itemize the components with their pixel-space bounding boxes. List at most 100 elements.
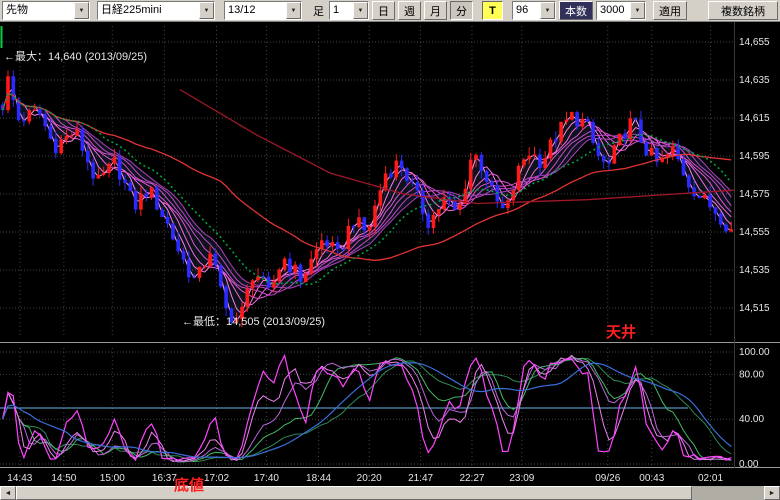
dropdown-arrow-icon[interactable]: ▼ (199, 2, 214, 19)
dropdown-arrow-icon[interactable]: ▼ (353, 2, 368, 19)
candle-body (490, 181, 494, 186)
candle-body (362, 217, 367, 231)
ma-ribbon-line (2, 92, 732, 296)
candle-body (165, 216, 170, 224)
dropdown-arrow-icon[interactable]: ▼ (286, 2, 301, 19)
candle-body (367, 226, 372, 231)
candle-body (54, 138, 58, 154)
candle-body (676, 146, 680, 160)
candle-body (442, 197, 446, 210)
candle-body (48, 126, 53, 139)
candle-body (655, 148, 659, 162)
candle-body (591, 122, 595, 144)
candle-body (612, 145, 617, 164)
candle-body (250, 280, 255, 289)
candle-body (596, 143, 601, 156)
bottom-price-annotation: 底値 (174, 477, 205, 494)
candle-body (187, 259, 191, 278)
period-month-button[interactable]: 月 (424, 1, 447, 20)
time-axis-label: 00:43 (639, 473, 664, 484)
multi-symbol-button[interactable]: 複数銘柄 (708, 1, 778, 20)
candle-body (351, 225, 356, 228)
candle-body (458, 204, 462, 210)
candle-body (649, 148, 654, 156)
overlay-ma-layer (1, 88, 735, 286)
scrollbar-thumb[interactable] (16, 486, 692, 500)
scrollbar-track[interactable] (692, 486, 764, 500)
tick-button[interactable]: T (482, 1, 503, 20)
candle-body (639, 119, 643, 143)
stoch-green-line (2, 355, 732, 463)
contract-select[interactable]: 13/12 ▼ (224, 1, 302, 20)
time-axis-label: 23:09 (509, 473, 534, 484)
candle-body (330, 242, 335, 247)
interval-select[interactable]: 1 ▼ (329, 1, 369, 20)
scroll-left-button[interactable]: ◄ (0, 486, 16, 500)
apply-button[interactable]: 適用 (653, 1, 687, 20)
candle-body (554, 139, 558, 142)
candle-body (171, 223, 175, 240)
candle-body (389, 173, 393, 178)
candle-body (660, 157, 664, 162)
candle-body (383, 173, 388, 191)
candle-body (59, 139, 63, 154)
candle-body (729, 229, 734, 232)
candle-body (437, 209, 441, 215)
interval-select-value: 1 (333, 4, 340, 16)
candle-body (176, 239, 180, 252)
candle-body (516, 165, 521, 191)
count-select[interactable]: 3000 ▼ (596, 1, 646, 20)
candle-body (325, 240, 329, 247)
count-select-value: 3000 (600, 4, 625, 16)
candle-body (474, 154, 478, 160)
period-day-button[interactable]: 日 (372, 1, 395, 20)
candle-body (681, 159, 686, 176)
count-toggle-button[interactable]: 本数 (559, 1, 593, 20)
scroll-right-button[interactable]: ► (764, 486, 780, 500)
ma-ribbon-line (2, 92, 732, 293)
dropdown-arrow-icon[interactable]: ▼ (630, 2, 645, 19)
indicator-axis-label: 100.00 (739, 347, 770, 358)
candle-body (123, 179, 127, 183)
candle-body (144, 193, 149, 197)
stoch-slow-green-line (2, 357, 732, 463)
time-axis-label: 18:44 (306, 473, 331, 484)
chart-background (0, 22, 780, 486)
candle-body (564, 119, 569, 122)
candle-body (697, 196, 702, 199)
chart-canvas[interactable]: 14,655 14,635 14,615 14,595 14,575 14,555 14,5… (0, 22, 780, 486)
max-price-annotation: ←最大：14,640 (2013/09/25) (4, 51, 148, 63)
candle-body (139, 193, 143, 210)
ma-ribbon-line (2, 92, 732, 300)
market-select-value: 先物 (6, 4, 28, 16)
candle-body (203, 266, 207, 268)
candle-body (22, 120, 26, 122)
stoch-pink-line (2, 354, 732, 463)
period-minute-button[interactable]: 分 (450, 1, 473, 20)
bars-select[interactable]: 96 ▼ (512, 1, 556, 20)
candle-body (101, 173, 106, 175)
symbol-select[interactable]: 日経225mini ▼ (97, 1, 215, 20)
candle-body (181, 251, 186, 260)
candle-body (570, 112, 574, 120)
ma-ribbon-line (2, 87, 732, 322)
candle-body (155, 187, 159, 210)
candle-body (511, 190, 516, 201)
chart-region: 14,655 14,635 14,615 14,595 14,575 14,555 14,5… (0, 22, 780, 494)
candle-body (16, 100, 21, 121)
time-axis-label: 21:47 (408, 473, 433, 484)
min-price-annotation: ←最低：14,505 (2013/09/25) (182, 316, 326, 328)
dropdown-arrow-icon[interactable]: ▼ (74, 2, 89, 19)
candle-body (304, 273, 308, 282)
candle-body (245, 288, 250, 307)
candle-body (559, 122, 563, 142)
dropdown-arrow-icon[interactable]: ▼ (540, 2, 555, 19)
candle-body (75, 129, 79, 136)
period-week-button[interactable]: 週 (398, 1, 421, 20)
candle-body (522, 159, 526, 166)
candle-body (607, 161, 611, 164)
time-axis-label: 02:01 (698, 473, 723, 484)
market-select[interactable]: 先物 ▼ (2, 1, 90, 20)
right-arrow-icon: ► (768, 489, 776, 497)
candle-body (399, 160, 404, 169)
